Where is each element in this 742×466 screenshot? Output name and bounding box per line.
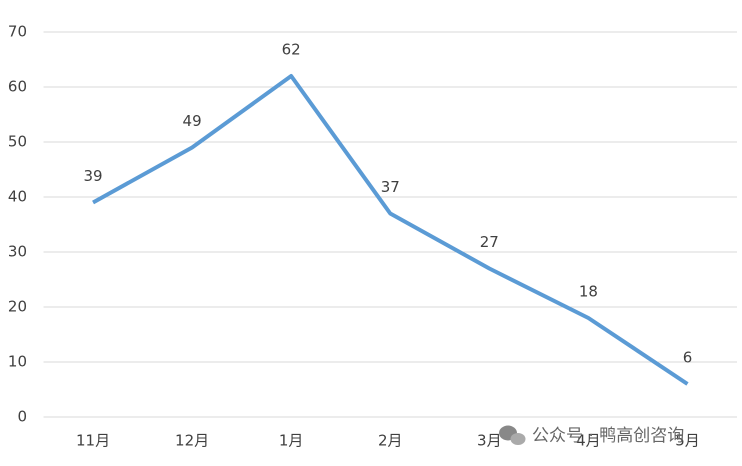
icon-bubble	[510, 433, 526, 445]
x-tick-label: 2月	[378, 432, 403, 450]
y-tick-label: 20	[8, 298, 27, 316]
plot: 0 10 20 30 40 50 60 70 11月 12月 1月 2月 3月 4月 5月 39 49 62 37 2…	[8, 23, 737, 450]
y-tick-label: 0	[17, 408, 27, 426]
y-tick-label: 50	[8, 133, 27, 151]
data-label: 49	[183, 112, 202, 130]
x-tick-label: 3月	[477, 432, 502, 450]
y-tick-label: 40	[8, 188, 27, 206]
data-label: 39	[83, 167, 102, 185]
x-tick-label: 5月	[675, 432, 700, 450]
data-label: 6	[683, 349, 693, 367]
watermark: 公众号 · 鸭高创咨询	[532, 426, 684, 446]
x-tick-label: 12月	[175, 432, 209, 450]
line	[92, 74, 689, 386]
data-label: 27	[480, 233, 499, 251]
x-tick-label: 4月	[576, 432, 601, 450]
x-tick-label: 11月	[76, 432, 110, 450]
watermark-icon	[499, 425, 526, 445]
data-label: 37	[381, 178, 400, 196]
y-tick-label: 30	[8, 243, 27, 261]
x-tick-label: 1月	[279, 432, 304, 450]
data-label: 18	[579, 283, 598, 301]
y-tick-label: 60	[8, 78, 27, 96]
data-label: 62	[282, 41, 301, 59]
y-tick-label: 10	[8, 353, 27, 371]
y-tick-label: 70	[8, 23, 27, 41]
